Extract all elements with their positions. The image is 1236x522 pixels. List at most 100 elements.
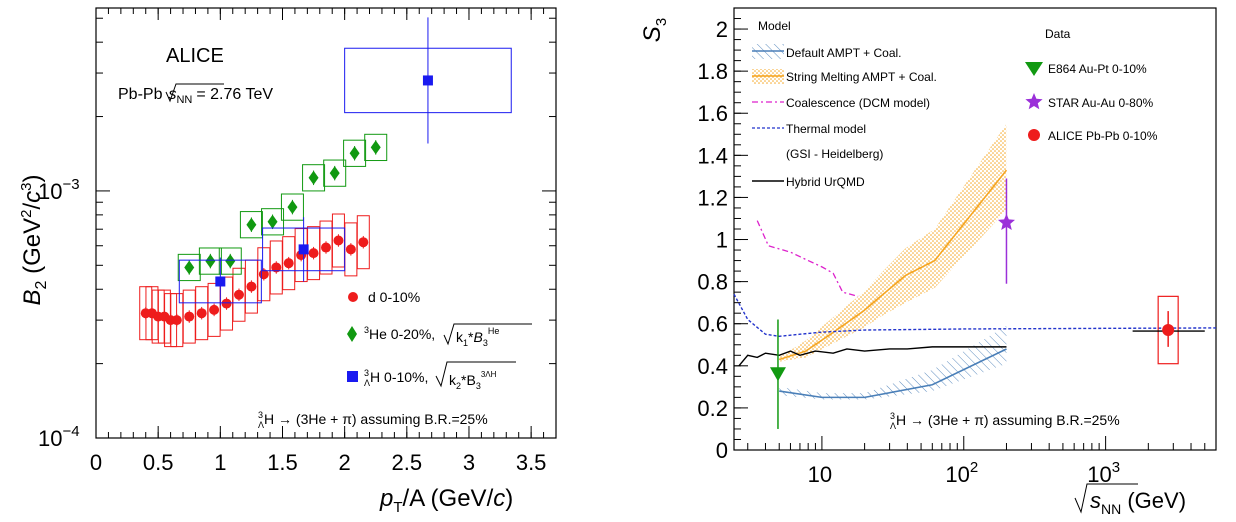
right-plot-area: [733, 123, 1217, 429]
legend-label-urqmd: Hybrid UrQMD: [786, 175, 865, 189]
helium3-point: [246, 217, 257, 232]
left-x-axis: 0 0.5 1 1.5 2 2.5 3 3.5: [90, 8, 547, 475]
x-tick-label: 103: [1087, 459, 1120, 487]
sqrt-sign-icon: [435, 361, 516, 388]
left-y-axis-title: B2 (GeV2/c3): [18, 175, 50, 306]
y-tick-label: 0.4: [697, 354, 728, 379]
sqrt-sign-icon: [443, 323, 532, 346]
legend-label-helium3: 3He 0-20%,: [364, 325, 435, 342]
default-ampt-band: [779, 325, 1007, 400]
legend-marker-hypertriton: [347, 371, 358, 382]
y-tick-label: 10−4: [38, 423, 80, 451]
legend-label-string-melting: String Melting AMPT + Coal.: [786, 70, 937, 84]
right-data-legend: E864 Au-Pt 0-10% STAR Au-Au 0-80% ALICE …: [1025, 62, 1158, 143]
left-x-axis-title: pT/A (GeV/c): [379, 485, 513, 516]
helium3-syst-box: [323, 159, 347, 187]
x-tick-label: 3.5: [516, 450, 547, 475]
deuteron-point: [171, 315, 182, 326]
legend-formula-hypertriton: k2*B33ΛH: [449, 370, 497, 391]
hypertriton-point: [215, 276, 226, 287]
alice-point: [1162, 324, 1175, 337]
y-tick-label: 1.6: [697, 101, 728, 126]
legend-label-star: STAR Au-Au 0-80%: [1048, 96, 1153, 110]
left-plot-area: [139, 17, 512, 348]
helium3-syst-box: [302, 164, 326, 192]
right-x-axis: 10 102 103: [747, 436, 1217, 487]
deuteron-point: [246, 281, 257, 292]
x-tick-label: 1.5: [267, 450, 298, 475]
legend-formula-helium3: k1*B3He: [456, 326, 499, 348]
y-tick-label: 1: [716, 228, 728, 253]
x-tick-label: 0: [90, 450, 102, 475]
deuteron-point: [345, 244, 356, 255]
x-tick-label: 2.5: [392, 450, 423, 475]
left-panel: 0 0.5 1 1.5 2 2.5 3 3.5 10−3 10−4 B2 (GeV2/c3) p…: [18, 7, 557, 516]
helium3-point: [184, 260, 195, 275]
helium3-point: [267, 214, 278, 229]
deuteron-point: [321, 242, 331, 253]
helium3-syst-box: [343, 139, 367, 167]
left-branching-ratio-note: 3 ΛH → (3He + π) assuming B.R.=25%: [258, 410, 488, 430]
x-tick-label: 10: [808, 462, 832, 487]
system-energy-label: Pb-Pb sNN = 2.76 TeV: [118, 86, 273, 106]
legend-label-deuteron: d 0-10%: [368, 289, 420, 305]
helium3-point: [370, 140, 381, 155]
y-tick-label: 1.8: [697, 59, 728, 84]
string-melting-line: [778, 169, 1008, 361]
deuteron-point: [196, 308, 207, 319]
y-tick-label: 1.4: [697, 143, 728, 168]
legend-label-e864: E864 Au-Pt 0-10%: [1048, 62, 1147, 76]
hypertriton-point: [298, 244, 309, 255]
left-plot-frame: [95, 7, 557, 439]
legend-label-coalescence: Coalescence (DCM model): [786, 96, 930, 110]
dcm-line: [756, 220, 859, 297]
data-legend-header: Data: [1045, 27, 1071, 41]
legend-marker-star: [1025, 93, 1043, 110]
helium3-syst-box: [177, 253, 201, 282]
string-melting-band: [779, 123, 1007, 362]
helium3-point: [287, 200, 298, 215]
helium3-point: [308, 170, 319, 185]
left-legend: d 0-10% 3He 0-20%, k1*B3He 3 ΛH 0-10%, k2…: [347, 289, 532, 391]
model-legend-header: Model: [758, 19, 791, 33]
right-branching-ratio-note: 3 ΛH → (3He + π) assuming B.R.=25%: [890, 411, 1120, 431]
x-tick-label: 102: [945, 459, 978, 487]
deuteron-point: [308, 248, 319, 259]
helium3-syst-box: [218, 247, 242, 275]
legend-marker-alice: [1028, 129, 1040, 141]
helium3-syst-box: [198, 247, 222, 275]
sqrt-sign-icon: [1074, 483, 1138, 514]
x-tick-label: 3: [463, 450, 475, 475]
alice-label: ALICE: [166, 45, 224, 67]
y-tick-label: 0.2: [697, 396, 728, 421]
right-model-legend: Default AMPT + Coal. String Melting AMPT…: [752, 44, 937, 189]
helium3-point: [349, 146, 360, 161]
star-point: [997, 213, 1015, 230]
y-tick-label: 0.6: [697, 312, 728, 337]
deuteron-point: [221, 298, 232, 309]
deuteron-point: [233, 289, 244, 300]
sqrt-sign-icon: [165, 83, 224, 103]
default-ampt-line: [779, 348, 1007, 399]
deuteron-point: [283, 258, 294, 269]
deuteron-point: [271, 262, 282, 273]
deuteron-point: [358, 237, 369, 248]
right-panel: 10 102 103 00.20.40.60.811.21.41.61.82 S3 …: [639, 7, 1217, 517]
legend-label-gsi-heidelberg: (GSI - Heidelberg): [786, 147, 883, 161]
helium3-point: [225, 254, 236, 269]
helium3-point: [329, 166, 340, 181]
deuteron-syst-box: [356, 215, 370, 270]
e864-point: [769, 367, 786, 382]
left-y-axis: 10−3 10−4: [38, 17, 556, 451]
helium3-syst-box: [239, 211, 263, 239]
deuteron-point: [209, 304, 220, 315]
legend-label-default-ampt: Default AMPT + Coal.: [786, 46, 902, 60]
helium3-syst-box: [261, 208, 285, 236]
right-x-axis-title: sNN (GeV): [1090, 488, 1186, 517]
thermal-line: [733, 293, 1217, 338]
helium3-syst-box: [280, 193, 304, 221]
y-tick-label: 0.8: [697, 270, 728, 295]
y-tick-label: 1.2: [697, 185, 728, 210]
helium3-point: [205, 254, 216, 269]
